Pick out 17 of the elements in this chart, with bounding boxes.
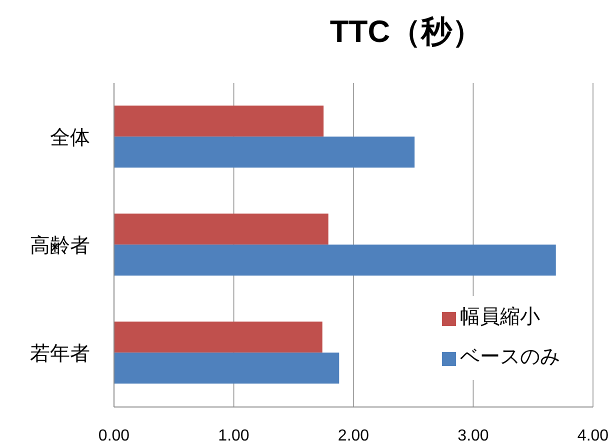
bar [114, 214, 328, 245]
chart-title: TTC（秒） [328, 13, 484, 51]
bar [114, 322, 322, 353]
y-tick-label: 全体 [50, 127, 90, 150]
bar [114, 352, 340, 384]
x-tick-label: 3.00 [458, 427, 489, 444]
x-tick-label: 4.00 [577, 427, 609, 444]
bar [114, 136, 415, 168]
bar [114, 244, 556, 276]
x-tick-label: 0.00 [98, 427, 130, 444]
y-tick-label: 高齢者 [30, 234, 90, 258]
y-tick-label: 若年者 [30, 343, 90, 366]
x-tick-label: 1.00 [218, 427, 250, 444]
legend-label: ベースのみ [460, 346, 560, 368]
bar [114, 106, 324, 137]
legend-label: 幅員縮小 [460, 306, 540, 328]
x-tick-label: 2.00 [338, 427, 370, 444]
